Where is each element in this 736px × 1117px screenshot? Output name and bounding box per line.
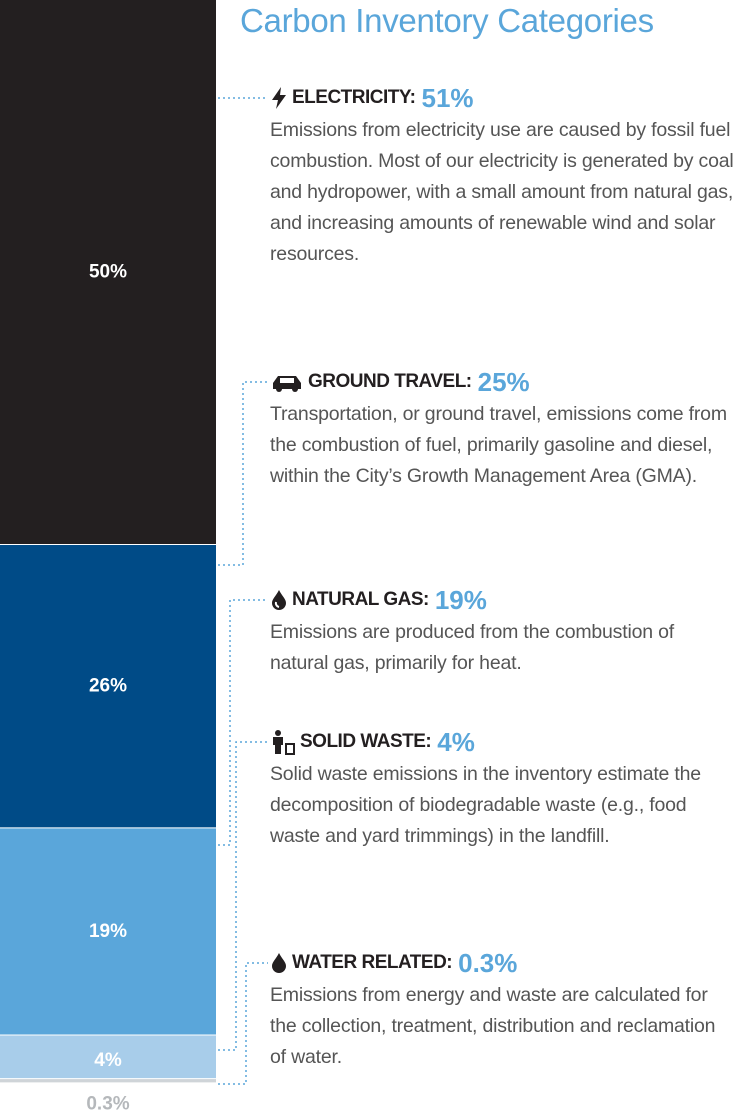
category-section: WATER RELATED: 0.3% Emissions from energy … <box>270 946 736 1073</box>
category-section: NATURAL GAS: 19% Emissions are produced fr… <box>270 583 736 679</box>
category-name: SOLID WASTE: <box>300 731 432 752</box>
category-description: Solid waste emissions in the inventory e… <box>270 763 701 847</box>
category-percent: 4% <box>437 726 475 757</box>
category-percent: 0.3% <box>458 947 518 978</box>
category-section: GROUND TRAVEL: 25% Transportation, or grou… <box>270 365 736 492</box>
category-section: SOLID WASTE: 4% Solid waste emissions in t… <box>270 725 736 852</box>
category-percent: 25% <box>477 366 530 397</box>
bar-segment <box>0 0 216 545</box>
bar-segment <box>0 1079 216 1083</box>
segment-label: 26% <box>89 676 127 697</box>
category-icon <box>270 952 292 974</box>
category-icon <box>270 589 292 611</box>
category-icon <box>270 371 308 393</box>
category-percent: 19% <box>434 584 487 615</box>
category-heading: WATER RELATED: 0.3% <box>270 946 736 980</box>
category-description: Transportation, or ground travel, emissi… <box>270 403 727 487</box>
bar-segment <box>0 1035 216 1080</box>
category-name: ELECTRICITY: <box>292 87 416 108</box>
category-name: WATER RELATED: <box>292 952 453 973</box>
bar-segment <box>0 545 216 829</box>
category-description: Emissions from electricity use are cause… <box>270 119 734 265</box>
segment-label: 4% <box>94 1050 122 1071</box>
segment-label: 50% <box>89 262 127 283</box>
category-description: Emissions from energy and waste are calc… <box>270 984 716 1068</box>
category-percent: 51% <box>421 82 474 113</box>
category-name: GROUND TRAVEL: <box>308 371 472 392</box>
category-heading: SOLID WASTE: 4% <box>270 725 736 759</box>
segment-label: 19% <box>89 921 127 942</box>
category-icon <box>270 729 300 755</box>
connectors <box>218 97 268 1085</box>
segment-label: 0.3% <box>86 1093 129 1114</box>
category-description: Emissions are produced from the combusti… <box>270 621 674 674</box>
category-icon <box>270 86 292 110</box>
category-heading: NATURAL GAS: 19% <box>270 583 736 617</box>
chart-title: Carbon Inventory Categories <box>240 2 654 39</box>
bar-segment <box>0 828 216 1036</box>
category-heading: ELECTRICITY: 51% <box>270 81 736 115</box>
category-name: NATURAL GAS: <box>292 589 429 610</box>
category-section: ELECTRICITY: 51% Emissions from electricit… <box>270 81 736 270</box>
category-heading: GROUND TRAVEL: 25% <box>270 365 736 399</box>
